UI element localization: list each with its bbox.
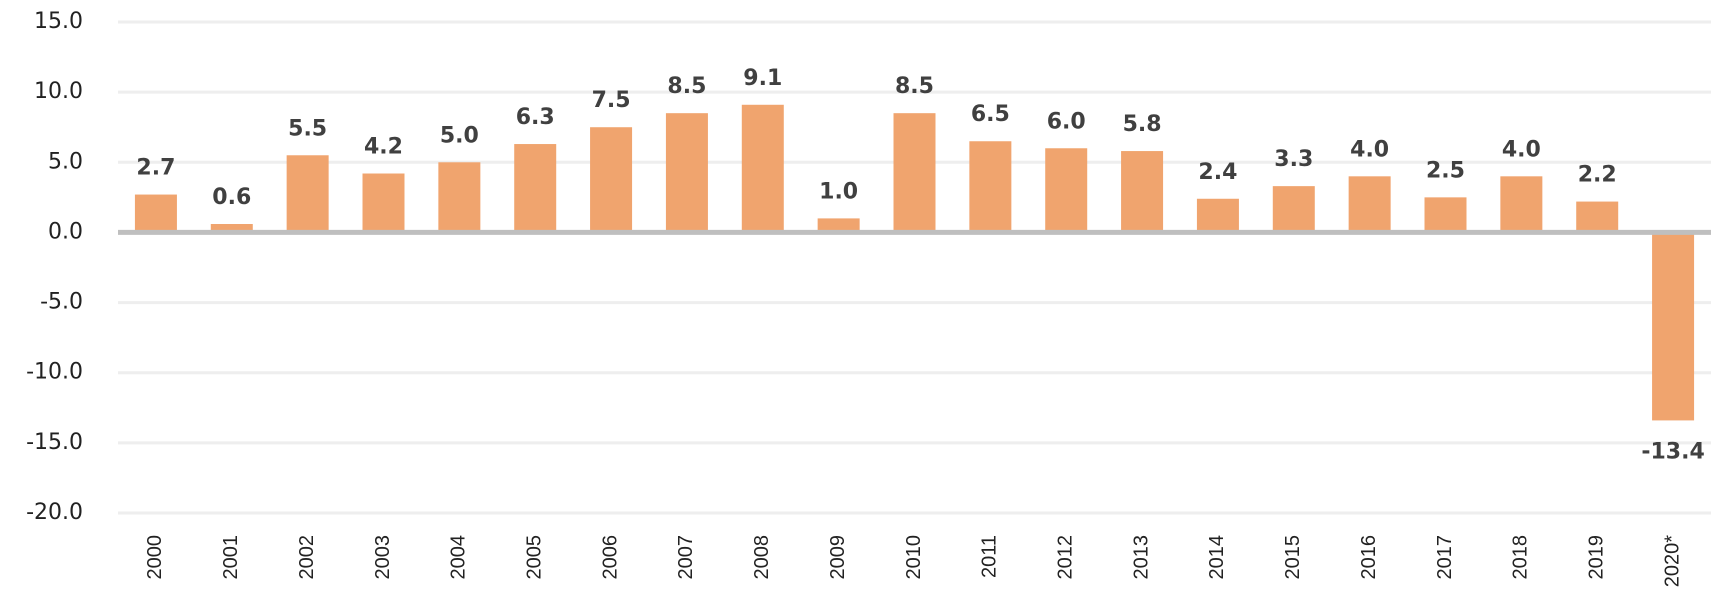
bar [817, 218, 860, 233]
x-tick-label: 2005 [523, 535, 545, 580]
x-tick-label: 2019 [1585, 535, 1607, 580]
value-label: 6.0 [1047, 109, 1086, 134]
bar [1196, 198, 1239, 233]
bar [893, 113, 936, 233]
x-tick-label: 2003 [372, 535, 394, 580]
x-tick-label: 2018 [1510, 535, 1532, 580]
x-tick-label: 2001 [220, 535, 242, 580]
bar [1045, 148, 1088, 233]
bar [969, 141, 1012, 233]
value-label: 8.5 [667, 74, 706, 99]
value-label: 9.1 [743, 66, 782, 91]
x-tick-label: 2020* [1661, 535, 1683, 587]
value-label: 1.0 [819, 179, 858, 204]
value-label: 3.3 [1274, 147, 1313, 172]
value-label: 4.2 [364, 135, 403, 160]
y-tick-label: 0.0 [48, 219, 83, 244]
x-tick-label: 2014 [1206, 535, 1228, 580]
bar [590, 127, 633, 233]
x-tick-label: 2016 [1358, 535, 1380, 580]
y-tick-label: -10.0 [26, 360, 83, 385]
value-label: 6.3 [516, 105, 555, 130]
x-tick-label: 2006 [599, 535, 621, 580]
value-label: 0.6 [212, 185, 251, 210]
bar [1348, 176, 1391, 233]
value-label: 2.5 [1426, 158, 1465, 183]
y-tick-label: 15.0 [34, 9, 83, 34]
bar [1424, 197, 1467, 233]
bar [665, 113, 708, 233]
y-tick-label: 10.0 [34, 79, 83, 104]
y-tick-label: -15.0 [26, 430, 83, 455]
x-tick-label: 2009 [827, 535, 849, 580]
value-label: -13.4 [1641, 439, 1704, 464]
y-tick-label: -5.0 [40, 290, 83, 315]
x-tick-label: 2011 [979, 535, 1001, 578]
bar [286, 155, 329, 233]
value-label: 2.2 [1578, 163, 1617, 188]
value-label: 2.4 [1198, 160, 1237, 185]
value-label: 8.5 [895, 74, 934, 99]
x-tick-label: 2012 [1054, 535, 1076, 580]
bar [362, 173, 405, 233]
x-tick-label: 2002 [296, 535, 318, 580]
x-tick-label: 2010 [903, 535, 925, 580]
value-label: 4.0 [1350, 137, 1389, 162]
x-tick-label: 2000 [144, 535, 166, 580]
x-tick-label: 2017 [1434, 535, 1456, 580]
x-tick-label: 2007 [675, 535, 697, 580]
x-tick-label: 2004 [448, 535, 470, 580]
value-label: 4.0 [1502, 137, 1541, 162]
value-label: 5.8 [1123, 112, 1162, 137]
value-label: 6.5 [971, 102, 1010, 127]
value-label: 5.0 [440, 123, 479, 148]
value-label: 5.5 [288, 116, 327, 141]
bar [1500, 176, 1543, 233]
value-label: 2.7 [136, 156, 175, 181]
x-tick-label: 2015 [1282, 535, 1304, 580]
bar [1121, 151, 1164, 233]
bar [1576, 201, 1619, 233]
y-tick-label: -20.0 [26, 500, 83, 525]
y-tick-label: 5.0 [48, 149, 83, 174]
bar [1272, 186, 1315, 233]
bar [210, 224, 253, 233]
bar [514, 144, 557, 233]
bar [134, 194, 177, 233]
bar [1652, 232, 1695, 421]
x-tick-label: 2008 [751, 535, 773, 580]
bar [741, 104, 784, 233]
x-tick-label: 2013 [1130, 535, 1152, 580]
bar [438, 162, 481, 233]
value-label: 7.5 [592, 88, 631, 113]
